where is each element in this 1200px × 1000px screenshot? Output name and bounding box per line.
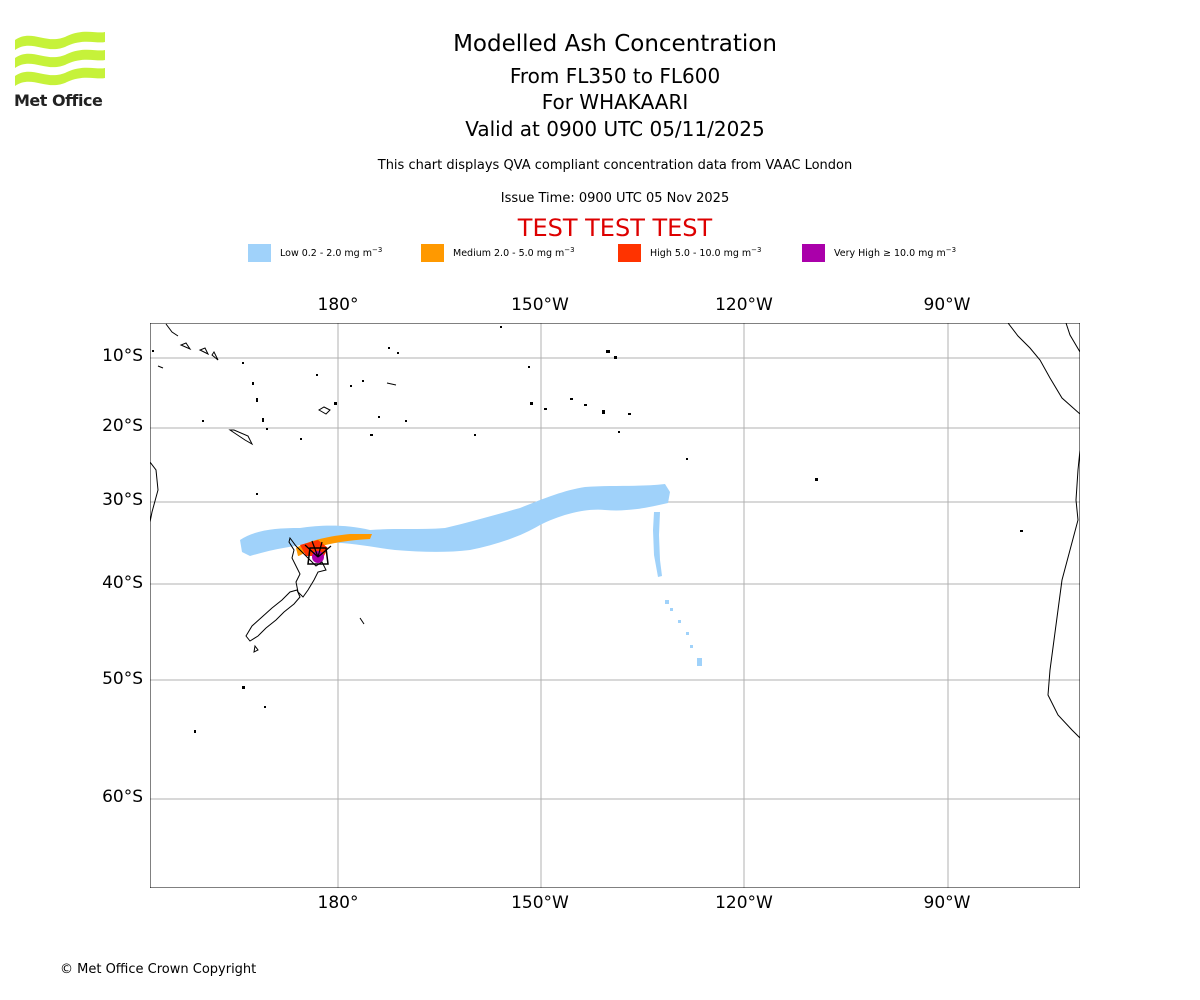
legend-swatch-low (248, 244, 271, 262)
volcano-name: For WHAKAARI (541, 90, 689, 114)
flight-levels: From FL350 to FL600 (509, 64, 721, 88)
legend-label-low: Low 0.2 - 2.0 mg m (280, 248, 372, 260)
legend-label-medium: Medium 2.0 - 5.0 mg m (453, 248, 565, 260)
lat-tick-40s: 40°S (102, 573, 143, 593)
lon-tick-bottom-150w: 150°W (511, 893, 569, 913)
lon-tick-top-120w: 120°W (715, 295, 773, 315)
island-dots (152, 326, 1023, 733)
lat-tick-50s: 50°S (102, 669, 143, 689)
lon-tick-bottom-120w: 120°W (715, 893, 773, 913)
valid-time: Valid at 0900 UTC 05/11/2025 (465, 117, 765, 141)
lat-tick-20s: 20°S (102, 416, 143, 436)
legend-exp-very-high: −3 (945, 246, 957, 255)
met-office-wave-logo-icon (15, 31, 105, 86)
legend-label-very-high: Very High ≥ 10.0 mg m (834, 248, 946, 260)
qva-note: This chart displays QVA compliant concen… (377, 158, 853, 173)
lat-tick-10s: 10°S (102, 346, 143, 366)
legend-item-very-high: Very High ≥ 10.0 mg m−3 (802, 244, 956, 262)
lon-tick-bottom-90w: 90°W (923, 893, 971, 913)
legend-label-high: High 5.0 - 10.0 mg m (650, 248, 752, 260)
legend-exp-medium: −3 (564, 246, 575, 255)
lat-tick-30s: 30°S (102, 490, 143, 510)
test-banner: TEST TEST TEST (517, 214, 713, 242)
copyright: © Met Office Crown Copyright (60, 962, 257, 977)
lon-tick-top-150w: 150°W (511, 295, 569, 315)
legend-exp-low: −3 (372, 246, 383, 255)
lat-tick-60s: 60°S (102, 787, 143, 807)
lon-tick-bottom-180: 180° (317, 893, 359, 913)
coastlines (150, 323, 1080, 739)
issue-time: Issue Time: 0900 UTC 05 Nov 2025 (500, 191, 730, 206)
chart-title: Modelled Ash Concentration (453, 31, 777, 57)
lon-tick-top-180: 180° (317, 295, 359, 315)
ash-map (150, 323, 1080, 888)
logo-text: Met Office (14, 91, 103, 110)
lon-tick-top-90w: 90°W (923, 295, 971, 315)
legend-item-high: High 5.0 - 10.0 mg m−3 (618, 244, 762, 262)
legend-exp-high: −3 (751, 246, 762, 255)
ash-medium-plume (296, 534, 372, 556)
legend-swatch-very-high (802, 244, 825, 262)
legend-swatch-high (618, 244, 641, 262)
map-gridlines (150, 323, 1080, 888)
legend-item-low: Low 0.2 - 2.0 mg m−3 (248, 244, 382, 262)
legend-item-medium: Medium 2.0 - 5.0 mg m−3 (421, 244, 575, 262)
legend-swatch-medium (421, 244, 444, 262)
